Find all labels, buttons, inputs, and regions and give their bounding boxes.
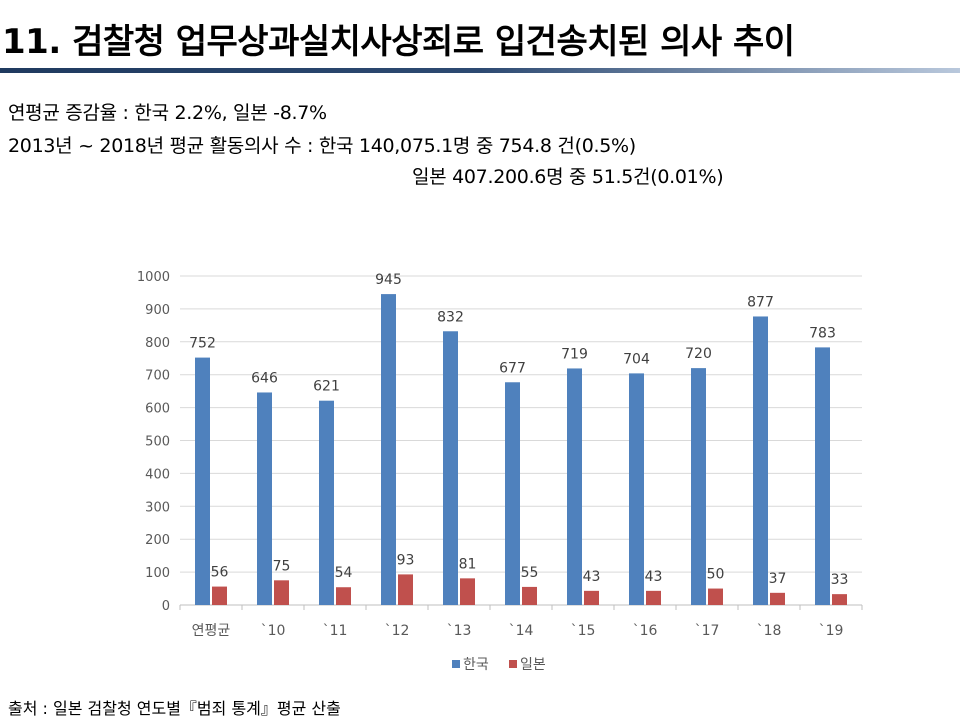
bar-korea	[815, 347, 830, 605]
bar-korea	[753, 316, 768, 605]
x-tick-label: `14	[509, 623, 534, 639]
data-label: 677	[499, 360, 526, 376]
data-label: 783	[809, 325, 836, 341]
x-tick-label: `15	[571, 623, 596, 639]
bar-japan	[336, 587, 351, 605]
data-label: 55	[521, 565, 539, 581]
bar-japan	[708, 588, 723, 605]
data-label: 37	[769, 571, 787, 587]
data-label: 93	[397, 552, 415, 568]
y-tick-label: 1000	[137, 270, 170, 285]
x-tick-label: `11	[323, 623, 348, 639]
bar-korea	[691, 368, 706, 605]
data-label: 646	[251, 370, 278, 386]
data-label: 832	[437, 309, 464, 325]
bar-japan	[212, 586, 227, 605]
data-label: 50	[707, 567, 725, 583]
y-tick-label: 400	[145, 467, 170, 482]
y-tick-label: 500	[145, 435, 170, 450]
y-tick-label: 100	[145, 566, 170, 581]
bar-korea	[257, 392, 272, 605]
data-label: 704	[623, 351, 650, 367]
bar-japan	[274, 580, 289, 605]
y-tick-label: 0	[162, 599, 170, 614]
data-label: 719	[561, 346, 588, 362]
bar-korea	[443, 331, 458, 605]
bar-japan	[398, 574, 413, 605]
x-tick-label: `18	[757, 623, 782, 639]
data-label: 75	[273, 558, 291, 574]
data-label: 43	[645, 569, 663, 585]
data-label: 877	[747, 294, 774, 310]
summary-japan-doctors: 일본 407.200.6명 중 51.5건(0.01%)	[412, 166, 724, 188]
bar-japan	[460, 578, 475, 605]
y-tick-label: 700	[145, 369, 170, 384]
y-tick-label: 800	[145, 336, 170, 351]
bar-japan	[832, 594, 847, 605]
data-label: 752	[189, 336, 216, 352]
data-label: 621	[313, 379, 340, 395]
x-tick-label: 연평균	[192, 623, 231, 639]
x-tick-label: `19	[819, 623, 844, 639]
data-label: 945	[375, 272, 402, 288]
bar-korea	[567, 368, 582, 605]
data-label: 81	[459, 556, 477, 572]
x-tick-label: `13	[447, 623, 472, 639]
x-tick-label: `12	[385, 623, 410, 639]
x-tick-label: `16	[633, 623, 658, 639]
x-tick-label: `17	[695, 623, 720, 639]
summary-korea-doctors: 2013년 ~ 2018년 평균 활동의사 수 : 한국 140,075.1명 …	[8, 135, 636, 157]
y-tick-label: 200	[145, 533, 170, 548]
bar-japan	[770, 592, 785, 605]
page-title: 11. 검찰청 업무상과실치사상죄로 입건송치된 의사 추이	[2, 22, 795, 62]
summary-growth-rate: 연평균 증감율 : 한국 2.2%, 일본 -8.7%	[8, 102, 327, 124]
x-tick-label: `10	[261, 623, 286, 639]
title-divider	[0, 68, 960, 73]
bar-japan	[584, 590, 599, 605]
legend-label: 한국	[463, 657, 489, 673]
y-tick-label: 300	[145, 500, 170, 515]
data-label: 43	[583, 569, 601, 585]
data-label: 56	[211, 565, 229, 581]
source-note: 출처 : 일본 검찰청 연도별『범죄 통계』평균 산출	[8, 699, 341, 718]
data-label: 54	[335, 565, 353, 581]
bar-japan	[646, 590, 661, 605]
data-label: 720	[685, 346, 712, 362]
bar-korea	[319, 400, 334, 605]
bar-japan	[522, 586, 537, 605]
bar-korea	[629, 373, 644, 605]
legend-swatch	[509, 660, 517, 668]
data-label: 33	[831, 572, 849, 588]
bar-korea	[505, 382, 520, 605]
legend-label: 일본	[520, 657, 546, 673]
y-tick-label: 600	[145, 402, 170, 417]
bar-korea	[381, 294, 396, 605]
y-tick-label: 900	[145, 303, 170, 318]
legend-swatch	[452, 660, 460, 668]
bar-korea	[195, 357, 210, 605]
